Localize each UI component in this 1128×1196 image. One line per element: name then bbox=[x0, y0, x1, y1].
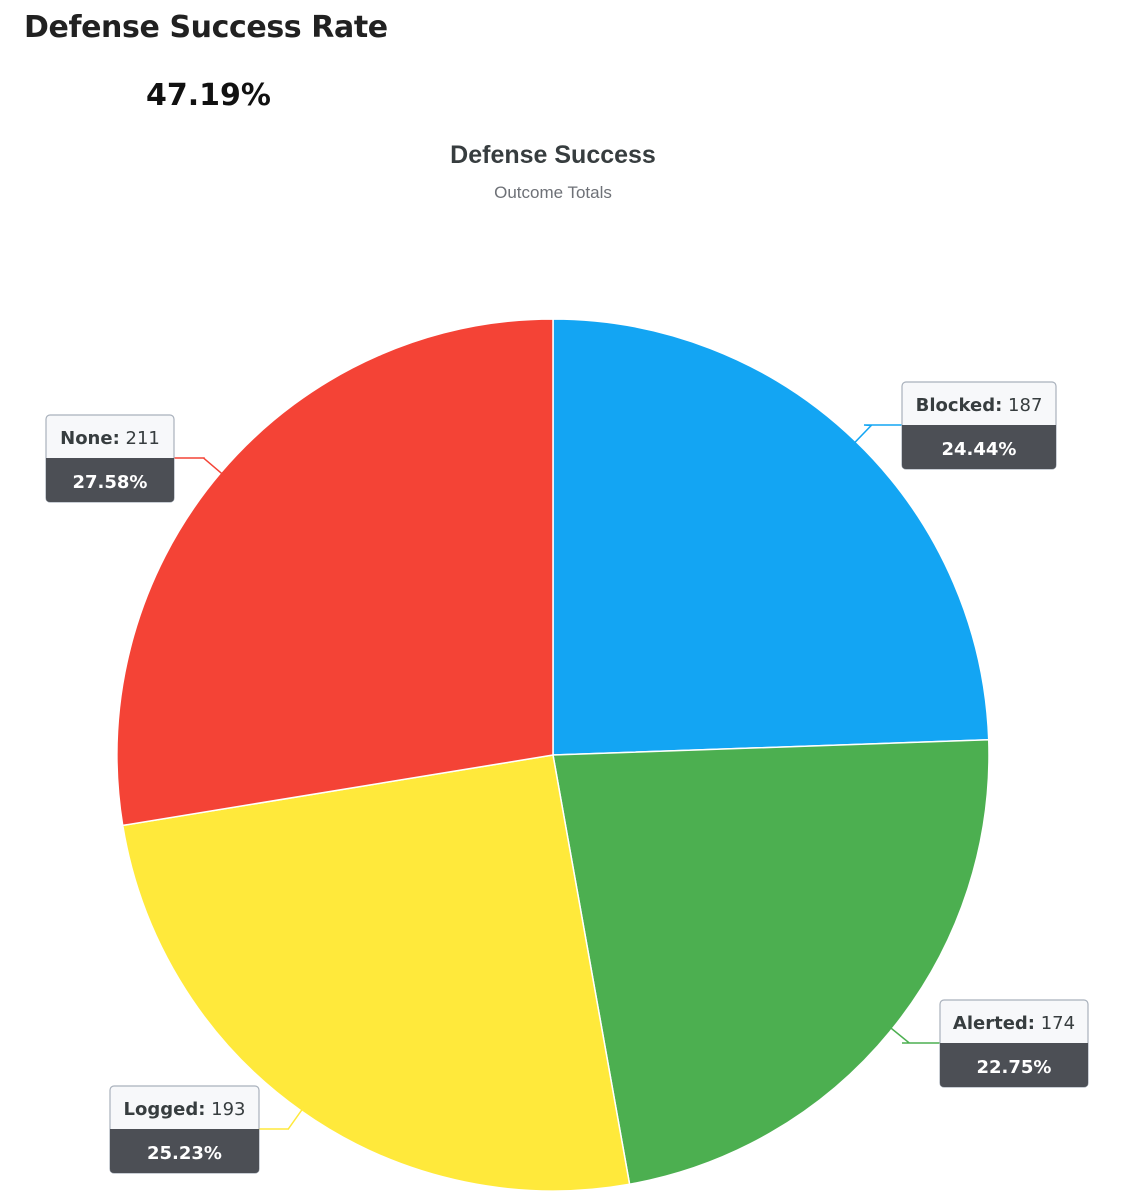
slice-label-none: None: 211 27.58% bbox=[45, 414, 175, 503]
slice-percent-blocked: 24.44% bbox=[942, 439, 1017, 460]
slice-percent-none: 27.58% bbox=[73, 472, 148, 493]
label-connector-logged bbox=[259, 1105, 306, 1130]
slice-percent-logged: 25.23% bbox=[147, 1143, 222, 1164]
slice-name-alerted: Alerted: 174 bbox=[953, 1013, 1075, 1034]
pie-slices bbox=[116, 318, 990, 1192]
label-box-footer-logged bbox=[110, 1129, 259, 1173]
label-box-footer-blocked bbox=[902, 425, 1056, 469]
slice-labels: Blocked: 187 24.44% Alerted: 174 22.75% Logg… bbox=[45, 381, 1089, 1174]
slice-name-blocked: Blocked: 187 bbox=[916, 395, 1043, 416]
slice-label-alerted: Alerted: 174 22.75% bbox=[939, 999, 1089, 1088]
slice-label-logged: Logged: 193 25.23% bbox=[109, 1085, 260, 1174]
slice-label-blocked: Blocked: 187 24.44% bbox=[901, 381, 1057, 470]
slice-percent-alerted: 22.75% bbox=[977, 1057, 1052, 1078]
label-connector-none bbox=[174, 457, 226, 478]
chart-subtitle: Outcome Totals bbox=[494, 183, 612, 202]
pie-slice-none[interactable] bbox=[116, 318, 554, 827]
widget-value: 47.19% bbox=[146, 78, 271, 113]
slice-name-none: None: 211 bbox=[60, 428, 160, 449]
label-connector-blocked bbox=[851, 424, 902, 447]
label-box-footer-alerted bbox=[940, 1043, 1088, 1087]
chart-title: Defense Success bbox=[450, 141, 656, 169]
label-box-footer-none bbox=[46, 458, 174, 502]
slice-name-logged: Logged: 193 bbox=[124, 1099, 246, 1120]
widget-title: Defense Success Rate bbox=[24, 10, 388, 45]
label-connector-alerted bbox=[887, 1024, 940, 1044]
